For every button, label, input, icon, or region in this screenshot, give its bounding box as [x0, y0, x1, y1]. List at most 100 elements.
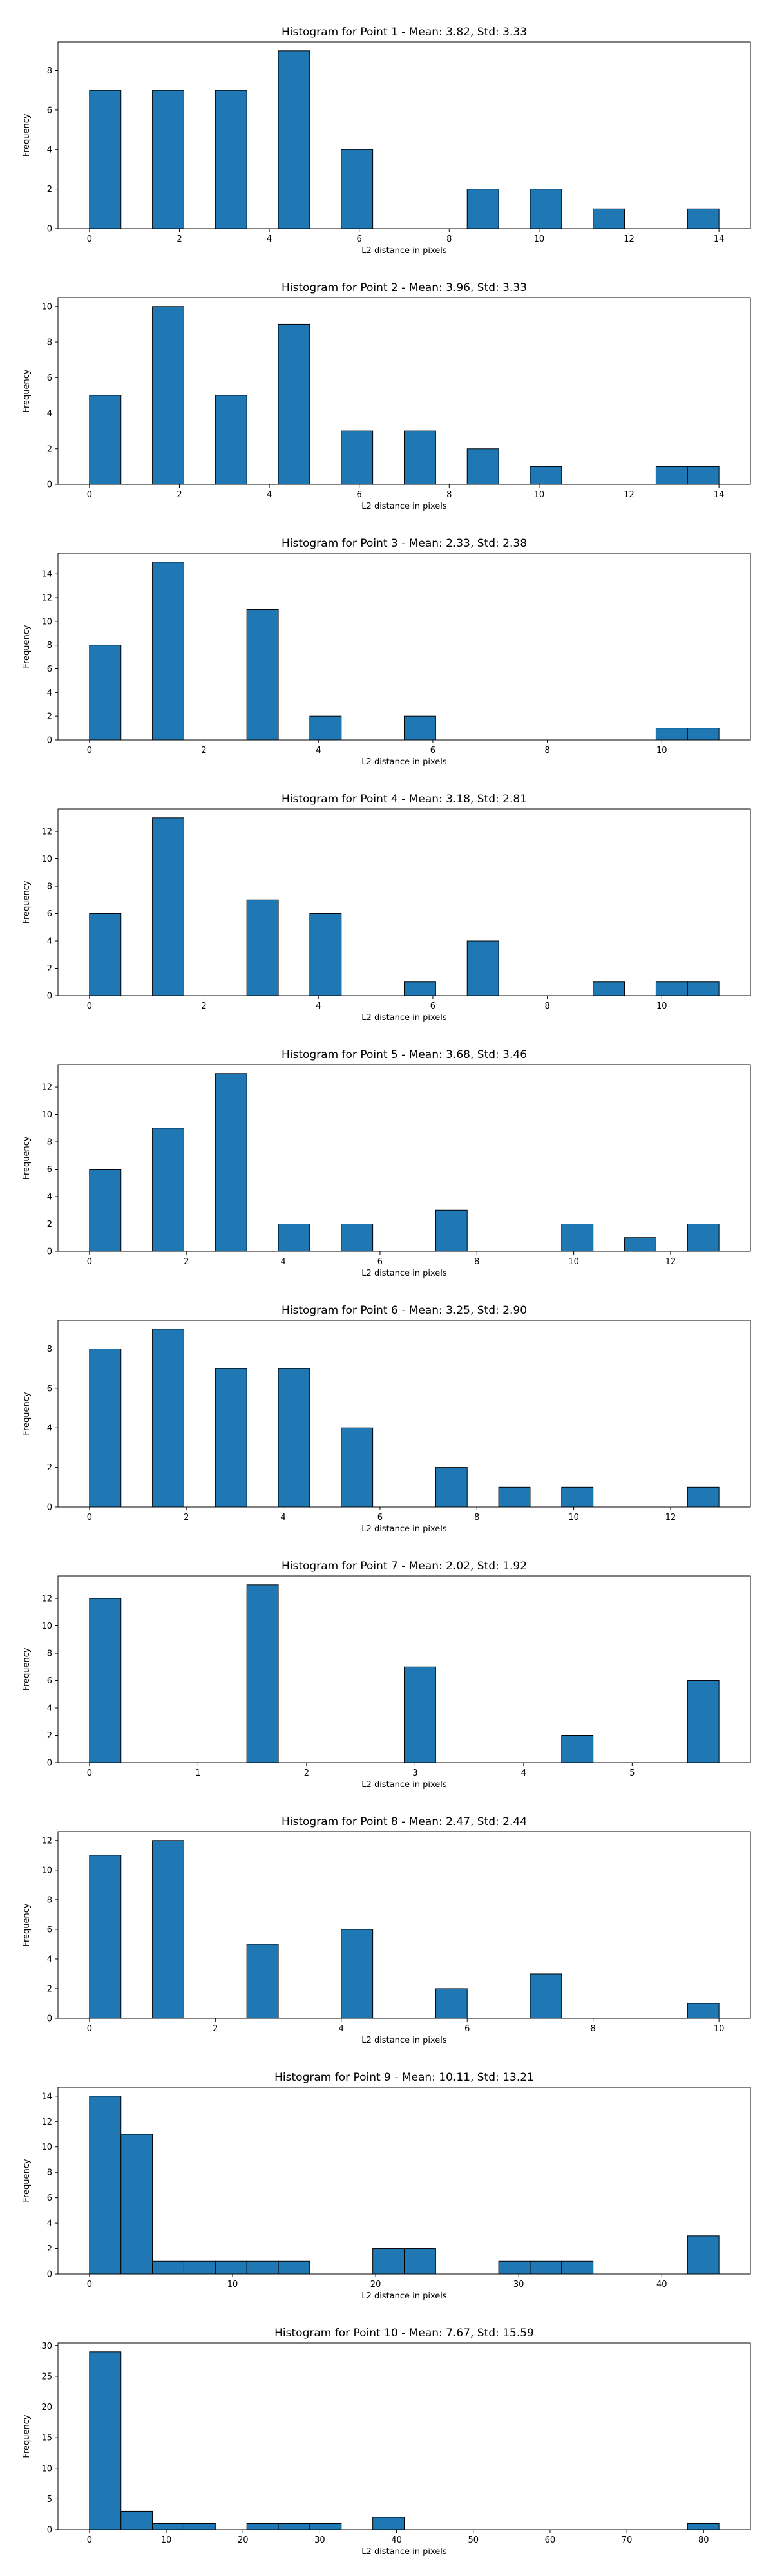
histogram-svg: Histogram for Point 5 - Mean: 3.68, Std:…: [22, 1048, 751, 1278]
histogram-bar: [435, 1467, 468, 1508]
histogram-bar: [655, 728, 688, 741]
y-tick-label: 12: [41, 594, 52, 603]
bars-group: [89, 306, 720, 485]
x-tick-label: 4: [316, 746, 321, 755]
histogram-bar: [152, 817, 184, 996]
x-tick-label: 2: [184, 1257, 189, 1267]
x-axis-label: L2 distance in pixels: [361, 1524, 447, 1534]
y-tick-label: 12: [41, 828, 52, 837]
bars-group: [89, 50, 720, 229]
y-tick-label: 0: [47, 225, 52, 234]
y-tick-label: 0: [47, 992, 52, 1001]
x-axis-label: L2 distance in pixels: [361, 1269, 447, 1278]
x-tick-label: 2: [304, 1768, 309, 1778]
y-axis-label: Frequency: [22, 880, 32, 923]
y-tick-label: 2: [47, 2244, 52, 2254]
histogram-bar: [687, 2003, 720, 2019]
histogram-bar: [530, 466, 562, 485]
y-tick-label: 2: [47, 1220, 52, 1229]
plot-frame: [57, 2342, 751, 2530]
histogram-bar: [246, 2523, 279, 2530]
plot-frame: [57, 41, 751, 229]
y-tick-label: 4: [47, 937, 52, 947]
plot-frame: [57, 553, 751, 741]
y-tick-label: 10: [41, 1866, 52, 1875]
x-tick-label: 20: [238, 2535, 249, 2545]
y-tick-label: 6: [47, 2193, 52, 2203]
histogram-bar: [593, 208, 625, 229]
histogram-panel: Histogram for Point 10 - Mean: 7.67, Std…: [0, 2301, 773, 2559]
bars-group: [89, 1073, 720, 1252]
y-tick-label: 4: [47, 409, 52, 419]
histogram-bar: [152, 1329, 184, 1508]
chart-title: Histogram for Point 4 - Mean: 3.18, Std:…: [282, 793, 527, 806]
histogram-bar: [89, 2096, 122, 2275]
histogram-bar: [655, 466, 688, 485]
x-tick-label: 40: [656, 2280, 667, 2289]
x-tick-label: 4: [267, 234, 272, 244]
histogram-panel: Histogram for Point 3 - Mean: 2.33, Std:…: [0, 511, 773, 769]
x-tick-label: 50: [468, 2535, 479, 2545]
histogram-bar: [687, 1224, 720, 1252]
histogram-svg: Histogram for Point 3 - Mean: 2.33, Std:…: [22, 537, 751, 767]
histogram-bar: [278, 323, 310, 485]
x-tick-label: 8: [544, 746, 549, 755]
y-tick-label: 4: [47, 146, 52, 155]
histogram-bar: [89, 1348, 122, 1508]
histogram-bar: [215, 1368, 247, 1508]
histogram-bar: [152, 306, 184, 485]
y-tick-label: 0: [47, 2270, 52, 2280]
histogram-bar: [152, 1128, 184, 1252]
histogram-bar: [687, 2235, 720, 2275]
x-tick-label: 2: [177, 490, 182, 500]
bars-group: [89, 2351, 720, 2530]
x-tick-label: 14: [714, 490, 725, 500]
chart-title: Histogram for Point 3 - Mean: 2.33, Std:…: [282, 537, 527, 550]
y-axis-label: Frequency: [22, 369, 32, 412]
y-tick-label: 8: [47, 1138, 52, 1148]
histogram-bar: [341, 149, 374, 229]
y-tick-label: 6: [47, 1384, 52, 1394]
chart-title: Histogram for Point 1 - Mean: 3.82, Std:…: [282, 26, 527, 39]
y-tick-label: 15: [41, 2434, 52, 2443]
bars-group: [89, 1840, 720, 2019]
histogram-bar: [89, 913, 122, 996]
x-tick-label: 4: [267, 490, 272, 500]
x-tick-label: 0: [87, 746, 92, 755]
histogram-panel: Histogram for Point 4 - Mean: 3.18, Std:…: [0, 767, 773, 1025]
x-tick-label: 0: [87, 1513, 92, 1522]
histogram-bar: [404, 2248, 436, 2275]
y-tick-label: 8: [47, 641, 52, 650]
histogram-svg: Histogram for Point 10 - Mean: 7.67, Std…: [22, 2327, 751, 2557]
histogram-bar: [246, 609, 279, 741]
histogram-bar: [404, 430, 436, 485]
y-tick-label: 5: [47, 2495, 52, 2505]
histogram-bar: [246, 2260, 279, 2275]
y-tick-label: 12: [41, 1595, 52, 1604]
chart-title: Histogram for Point 7 - Mean: 2.02, Std:…: [282, 1560, 527, 1573]
histogram-panel: Histogram for Point 7 - Mean: 2.02, Std:…: [0, 1534, 773, 1792]
histogram-bar: [341, 430, 374, 485]
y-tick-label: 10: [41, 617, 52, 627]
x-tick-label: 8: [446, 490, 452, 500]
y-tick-label: 10: [41, 2143, 52, 2152]
histogram-panel: Histogram for Point 5 - Mean: 3.68, Std:…: [0, 1023, 773, 1280]
x-tick-label: 0: [87, 1768, 92, 1778]
histogram-panel: Histogram for Point 2 - Mean: 3.96, Std:…: [0, 256, 773, 513]
x-tick-label: 14: [714, 234, 725, 244]
x-tick-label: 10: [568, 1257, 579, 1267]
histogram-bar: [152, 2523, 184, 2530]
x-tick-label: 1: [195, 1768, 200, 1778]
x-tick-label: 8: [446, 234, 452, 244]
x-tick-label: 80: [698, 2535, 709, 2545]
histogram-bar: [341, 1224, 374, 1252]
histogram-svg: Histogram for Point 8 - Mean: 2.47, Std:…: [22, 1815, 751, 2045]
y-tick-label: 2: [47, 185, 52, 194]
histogram-bar: [466, 189, 499, 229]
histogram-svg: Histogram for Point 2 - Mean: 3.96, Std:…: [22, 281, 751, 511]
y-tick-label: 6: [47, 374, 52, 383]
histogram-bar: [215, 90, 247, 229]
chart-title: Histogram for Point 10 - Mean: 7.67, Std…: [274, 2327, 534, 2340]
x-tick-label: 6: [357, 234, 362, 244]
